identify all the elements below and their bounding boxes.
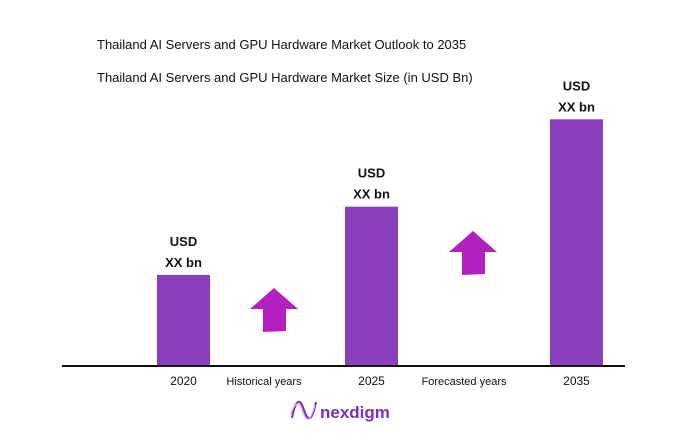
data-label: XX bn xyxy=(353,187,390,202)
period-label: Forecasted years xyxy=(422,376,507,388)
data-label: XX bn xyxy=(165,255,202,270)
data-label: USD xyxy=(563,78,590,93)
nexdigm-logo-icon xyxy=(290,403,316,420)
data-label: USD xyxy=(358,166,385,181)
x-tick-label: 2035 xyxy=(563,374,590,388)
data-label: XX bn xyxy=(558,99,595,114)
x-tick-label: 2025 xyxy=(358,374,385,388)
x-tick-label: 2020 xyxy=(170,374,197,388)
growth-arrow-icon xyxy=(449,231,497,275)
data-label: USD xyxy=(170,234,197,249)
bar-2035 xyxy=(550,119,603,365)
period-label: Historical years xyxy=(226,376,302,388)
growth-arrow-icon xyxy=(250,288,298,332)
chart-title: Thailand AI Servers and GPU Hardware Mar… xyxy=(97,37,467,52)
bar-2020 xyxy=(157,274,210,365)
bar-2025 xyxy=(345,206,398,365)
nexdigm-logo: nexdigm xyxy=(320,403,390,422)
chart-subtitle: Thailand AI Servers and GPU Hardware Mar… xyxy=(97,70,473,85)
